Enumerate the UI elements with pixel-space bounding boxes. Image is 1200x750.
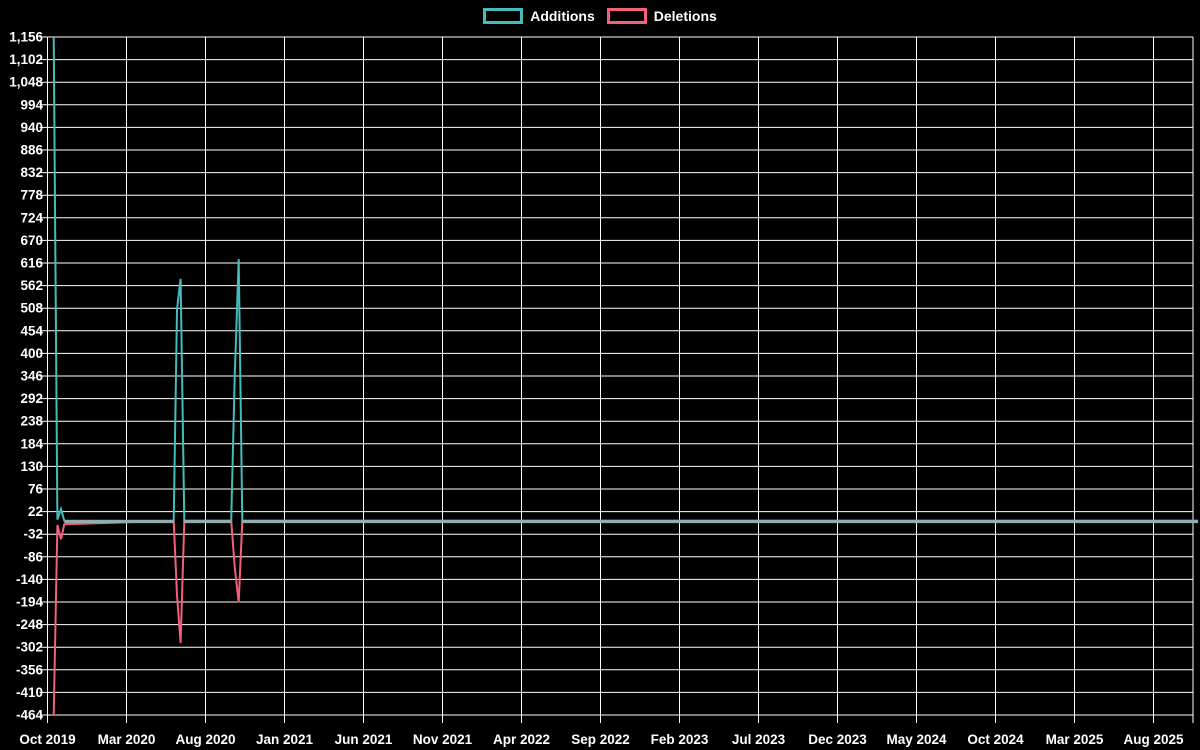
additions-swatch-icon <box>483 8 524 24</box>
legend-item-deletions[interactable]: Deletions <box>606 7 717 25</box>
y-tick-label: 292 <box>20 391 43 406</box>
y-tick-label: 778 <box>20 188 43 203</box>
x-tick-label: Nov 2021 <box>413 732 473 747</box>
y-tick-label: 454 <box>20 323 43 338</box>
y-tick-label: 616 <box>20 256 43 271</box>
y-tick-label: 346 <box>20 369 43 384</box>
x-tick-label: Mar 2025 <box>1046 732 1104 747</box>
y-tick-label: -356 <box>16 662 44 677</box>
x-tick-label: Oct 2024 <box>967 732 1024 747</box>
y-tick-label: 184 <box>20 436 43 451</box>
y-tick-label: -32 <box>23 527 43 542</box>
y-tick-label: 832 <box>20 165 43 180</box>
y-tick-label: 1,048 <box>9 75 43 90</box>
x-tick-label: Feb 2023 <box>651 732 709 747</box>
legend-label-deletions: Deletions <box>653 8 717 24</box>
y-tick-label: -248 <box>16 617 44 632</box>
y-tick-label: -464 <box>16 708 44 723</box>
deletions-swatch-icon <box>606 8 647 24</box>
x-tick-label: May 2024 <box>886 732 947 747</box>
deletions-line <box>52 519 1199 716</box>
y-tick-label: -410 <box>16 685 43 700</box>
y-tick-label: 1,102 <box>9 52 43 67</box>
x-tick-label: Apr 2022 <box>493 732 550 747</box>
chart-legend: Additions Deletions <box>0 7 1200 25</box>
x-tick-label: Jun 2021 <box>335 732 393 747</box>
y-tick-label: 724 <box>20 210 43 225</box>
y-tick-label: 22 <box>28 504 43 519</box>
x-tick-label: Dec 2023 <box>808 732 867 747</box>
x-tick-label: Mar 2020 <box>98 732 156 747</box>
y-tick-label: 994 <box>20 97 43 112</box>
legend-label-additions: Additions <box>530 8 595 24</box>
y-tick-label: 508 <box>20 301 43 316</box>
y-tick-label: 940 <box>20 120 43 135</box>
legend-item-additions[interactable]: Additions <box>483 7 595 25</box>
y-tick-label: 670 <box>20 233 43 248</box>
y-tick-label: 1,156 <box>9 30 43 45</box>
x-tick-label: Aug 2020 <box>175 732 235 747</box>
x-tick-label: Jan 2021 <box>256 732 314 747</box>
y-tick-label: 76 <box>28 482 44 497</box>
y-tick-label: -86 <box>23 549 43 564</box>
x-tick-label: Jul 2023 <box>732 732 786 747</box>
additions-line <box>52 36 1199 522</box>
y-tick-label: -140 <box>16 572 43 587</box>
x-tick-label: Aug 2025 <box>1123 732 1184 747</box>
y-tick-label: 130 <box>20 459 43 474</box>
y-tick-label: 238 <box>20 414 43 429</box>
y-tick-label: 562 <box>20 278 43 293</box>
y-tick-label: -194 <box>16 595 44 610</box>
y-tick-label: 886 <box>20 143 43 158</box>
y-tick-label: -302 <box>16 640 43 655</box>
x-tick-label: Sep 2022 <box>571 732 630 747</box>
x-tick-label: Oct 2019 <box>19 732 75 747</box>
y-tick-label: 400 <box>20 346 43 361</box>
